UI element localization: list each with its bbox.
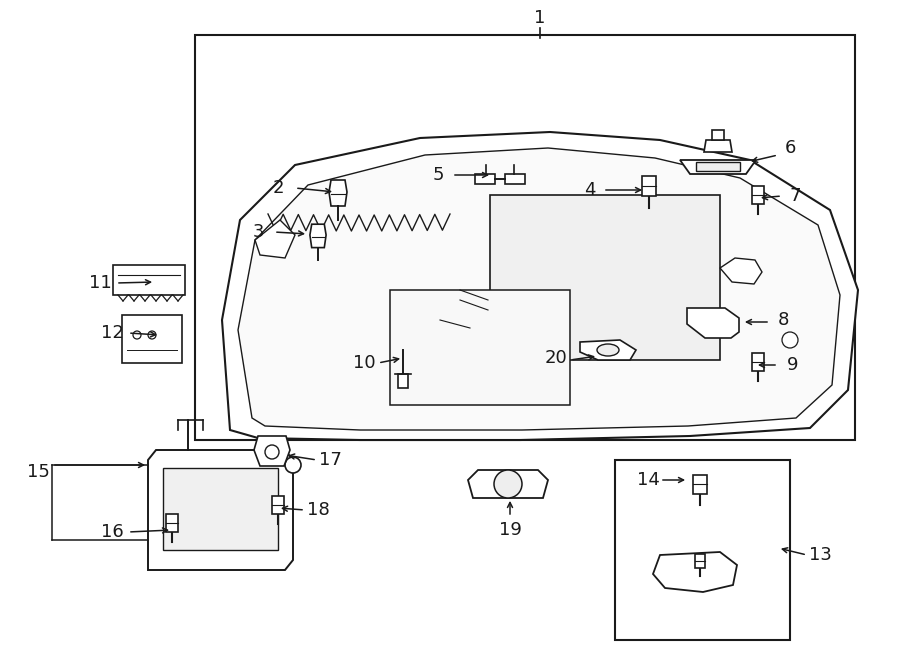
Polygon shape (720, 258, 762, 284)
Text: 17: 17 (319, 451, 341, 469)
Text: 16: 16 (101, 523, 123, 541)
Text: 3: 3 (252, 223, 264, 241)
Text: 20: 20 (544, 349, 567, 367)
Text: 6: 6 (784, 139, 796, 157)
Polygon shape (653, 552, 737, 592)
Polygon shape (704, 140, 732, 152)
Bar (693, 475, 706, 494)
Polygon shape (505, 174, 525, 183)
Text: 13: 13 (808, 546, 832, 564)
Bar (163, 468, 278, 550)
Circle shape (265, 445, 279, 459)
Text: 1: 1 (535, 9, 545, 27)
Bar (113, 265, 185, 295)
Text: 19: 19 (499, 521, 521, 539)
Bar (122, 315, 182, 363)
Bar (712, 130, 724, 140)
Bar (195, 35, 855, 440)
Polygon shape (254, 436, 290, 466)
Bar (490, 195, 720, 360)
Polygon shape (329, 180, 347, 206)
Text: 14: 14 (636, 471, 660, 489)
Text: 7: 7 (789, 187, 801, 205)
Circle shape (148, 331, 156, 339)
Bar (166, 514, 178, 532)
Polygon shape (222, 132, 858, 440)
Circle shape (133, 331, 141, 339)
Polygon shape (687, 308, 739, 338)
Bar (752, 353, 764, 371)
Ellipse shape (597, 344, 619, 356)
Polygon shape (580, 340, 636, 360)
Bar (695, 554, 705, 568)
Polygon shape (475, 174, 495, 183)
Text: 4: 4 (584, 181, 596, 199)
Text: 18: 18 (307, 501, 329, 519)
Text: 5: 5 (432, 166, 444, 184)
Polygon shape (148, 450, 293, 570)
Bar (696, 162, 740, 171)
Polygon shape (238, 148, 840, 430)
Bar (390, 290, 570, 405)
Bar (272, 496, 284, 514)
Text: 2: 2 (272, 179, 284, 197)
Bar (398, 374, 408, 388)
Polygon shape (468, 470, 548, 498)
Polygon shape (255, 220, 295, 258)
Text: 8: 8 (778, 311, 788, 329)
Circle shape (494, 470, 522, 498)
Text: 15: 15 (27, 463, 50, 481)
Bar (642, 176, 656, 196)
Circle shape (782, 332, 798, 348)
Text: 9: 9 (788, 356, 799, 374)
Text: 11: 11 (88, 274, 112, 292)
Polygon shape (310, 224, 326, 248)
Text: 10: 10 (353, 354, 375, 372)
Text: 12: 12 (101, 324, 123, 342)
Circle shape (285, 457, 301, 473)
Polygon shape (680, 160, 756, 174)
Bar (752, 185, 764, 204)
Bar (615, 460, 790, 640)
